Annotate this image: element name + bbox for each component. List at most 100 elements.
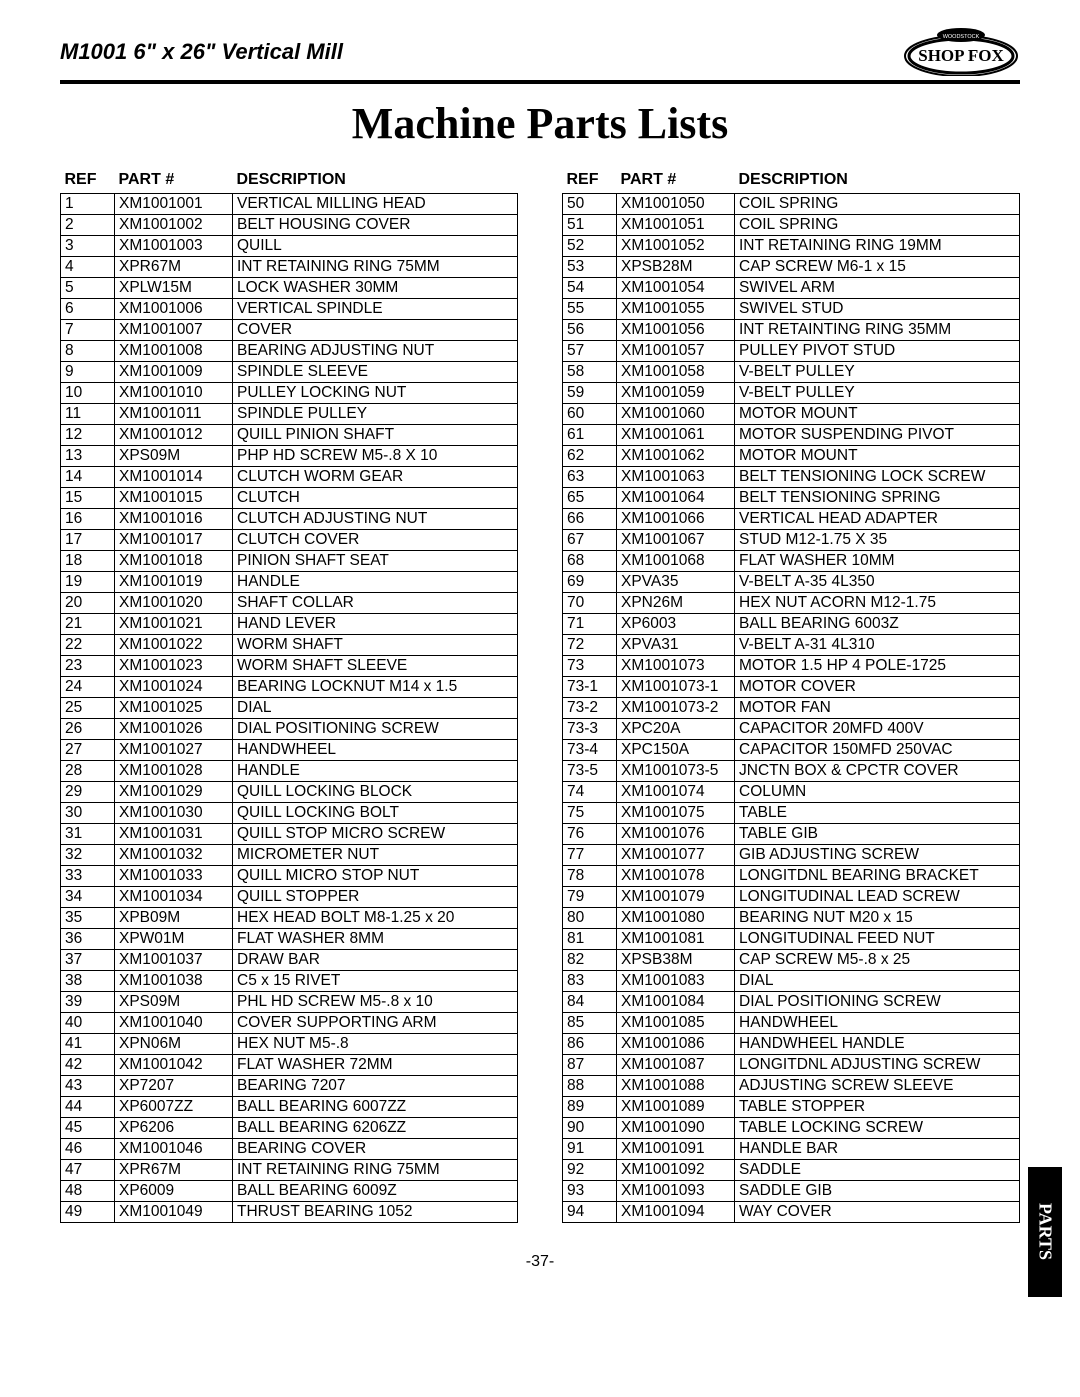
table-row: 68XM1001068FLAT WASHER 10MM: [563, 551, 1020, 572]
table-row: 21XM1001021HAND LEVER: [61, 614, 518, 635]
cell-part: XM1001058: [617, 362, 735, 383]
table-header-row: REF PART # DESCRIPTION: [563, 169, 1020, 194]
cell-desc: QUILL: [233, 236, 518, 257]
table-row: 9XM1001009SPINDLE SLEEVE: [61, 362, 518, 383]
cell-desc: V-BELT A-31 4L310: [735, 635, 1020, 656]
table-row: 25XM1001025DIAL: [61, 698, 518, 719]
table-row: 11XM1001011SPINDLE PULLEY: [61, 404, 518, 425]
cell-desc: INT RETAINING RING 19MM: [735, 236, 1020, 257]
table-row: 44XP6007ZZBALL BEARING 6007ZZ: [61, 1097, 518, 1118]
table-row: 78XM1001078LONGITDNL BEARING BRACKET: [563, 866, 1020, 887]
table-row: 75XM1001075TABLE: [563, 803, 1020, 824]
cell-ref: 15: [61, 488, 115, 509]
cell-ref: 72: [563, 635, 617, 656]
table-row: 28XM1001028HANDLE: [61, 761, 518, 782]
cell-ref: 68: [563, 551, 617, 572]
cell-ref: 74: [563, 782, 617, 803]
cell-ref: 23: [61, 656, 115, 677]
cell-ref: 86: [563, 1034, 617, 1055]
cell-ref: 43: [61, 1076, 115, 1097]
cell-part: XM1001077: [617, 845, 735, 866]
cell-part: XM1001080: [617, 908, 735, 929]
cell-desc: FLAT WASHER 72MM: [233, 1055, 518, 1076]
cell-ref: 60: [563, 404, 617, 425]
cell-part: XM1001031: [115, 824, 233, 845]
table-row: 66XM1001066VERTICAL HEAD ADAPTER: [563, 509, 1020, 530]
cell-part: XP6007ZZ: [115, 1097, 233, 1118]
table-row: 87XM1001087LONGITDNL ADJUSTING SCREW: [563, 1055, 1020, 1076]
cell-desc: WORM SHAFT: [233, 635, 518, 656]
cell-ref: 49: [61, 1202, 115, 1223]
cell-part: XM1001028: [115, 761, 233, 782]
cell-part: XM1001085: [617, 1013, 735, 1034]
table-row: 94XM1001094WAY COVER: [563, 1202, 1020, 1223]
cell-part: XM1001001: [115, 194, 233, 215]
cell-desc: SWIVEL STUD: [735, 299, 1020, 320]
cell-ref: 76: [563, 824, 617, 845]
table-row: 61XM1001061MOTOR SUSPENDING PIVOT: [563, 425, 1020, 446]
cell-desc: VERTICAL MILLING HEAD: [233, 194, 518, 215]
cell-ref: 70: [563, 593, 617, 614]
cell-desc: CLUTCH ADJUSTING NUT: [233, 509, 518, 530]
cell-ref: 16: [61, 509, 115, 530]
cell-ref: 66: [563, 509, 617, 530]
table-row: 80XM1001080BEARING NUT M20 x 15: [563, 908, 1020, 929]
cell-desc: TABLE GIB: [735, 824, 1020, 845]
cell-part: XM1001021: [115, 614, 233, 635]
cell-ref: 12: [61, 425, 115, 446]
cell-desc: BELT TENSIONING LOCK SCREW: [735, 467, 1020, 488]
cell-part: XM1001073-5: [617, 761, 735, 782]
table-row: 49XM1001049THRUST BEARING 1052: [61, 1202, 518, 1223]
table-row: 70XPN26MHEX NUT ACORN M12-1.75: [563, 593, 1020, 614]
cell-part: XM1001059: [617, 383, 735, 404]
cell-ref: 89: [563, 1097, 617, 1118]
cell-part: XPVA31: [617, 635, 735, 656]
cell-part: XM1001009: [115, 362, 233, 383]
cell-ref: 6: [61, 299, 115, 320]
col-desc: DESCRIPTION: [233, 169, 518, 194]
cell-part: XPSB28M: [617, 257, 735, 278]
cell-desc: HANDLE BAR: [735, 1139, 1020, 1160]
table-row: 86XM1001086HANDWHEEL HANDLE: [563, 1034, 1020, 1055]
cell-part: XPW01M: [115, 929, 233, 950]
table-row: 15XM1001015CLUTCH: [61, 488, 518, 509]
cell-ref: 84: [563, 992, 617, 1013]
cell-part: XP6009: [115, 1181, 233, 1202]
table-row: 16XM1001016CLUTCH ADJUSTING NUT: [61, 509, 518, 530]
cell-ref: 67: [563, 530, 617, 551]
cell-ref: 59: [563, 383, 617, 404]
table-row: 23XM1001023WORM SHAFT SLEEVE: [61, 656, 518, 677]
cell-part: XM1001032: [115, 845, 233, 866]
cell-desc: FLAT WASHER 8MM: [233, 929, 518, 950]
cell-desc: BALL BEARING 6009Z: [233, 1181, 518, 1202]
cell-desc: INT RETAINING RING 75MM: [233, 257, 518, 278]
table-row: 36XPW01MFLAT WASHER 8MM: [61, 929, 518, 950]
cell-part: XPC150A: [617, 740, 735, 761]
cell-part: XM1001027: [115, 740, 233, 761]
cell-part: XM1001015: [115, 488, 233, 509]
left-column: REF PART # DESCRIPTION 1XM1001001VERTICA…: [60, 169, 518, 1223]
cell-ref: 73: [563, 656, 617, 677]
cell-ref: 2: [61, 215, 115, 236]
cell-desc: BELT TENSIONING SPRING: [735, 488, 1020, 509]
cell-part: XPN26M: [617, 593, 735, 614]
table-row: 42XM1001042FLAT WASHER 72MM: [61, 1055, 518, 1076]
cell-part: XM1001030: [115, 803, 233, 824]
cell-part: XPR67M: [115, 1160, 233, 1181]
cell-desc: DIAL: [233, 698, 518, 719]
cell-ref: 77: [563, 845, 617, 866]
cell-desc: MICROMETER NUT: [233, 845, 518, 866]
cell-ref: 22: [61, 635, 115, 656]
cell-desc: SPINDLE PULLEY: [233, 404, 518, 425]
cell-ref: 13: [61, 446, 115, 467]
cell-desc: V-BELT PULLEY: [735, 383, 1020, 404]
cell-desc: BEARING NUT M20 x 15: [735, 908, 1020, 929]
cell-part: XPB09M: [115, 908, 233, 929]
cell-part: XM1001094: [617, 1202, 735, 1223]
parts-tables: REF PART # DESCRIPTION 1XM1001001VERTICA…: [60, 169, 1020, 1223]
cell-part: XM1001076: [617, 824, 735, 845]
col-ref: REF: [563, 169, 617, 194]
cell-desc: CAPACITOR 20MFD 400V: [735, 719, 1020, 740]
cell-part: XM1001011: [115, 404, 233, 425]
table-row: 8XM1001008BEARING ADJUSTING NUT: [61, 341, 518, 362]
